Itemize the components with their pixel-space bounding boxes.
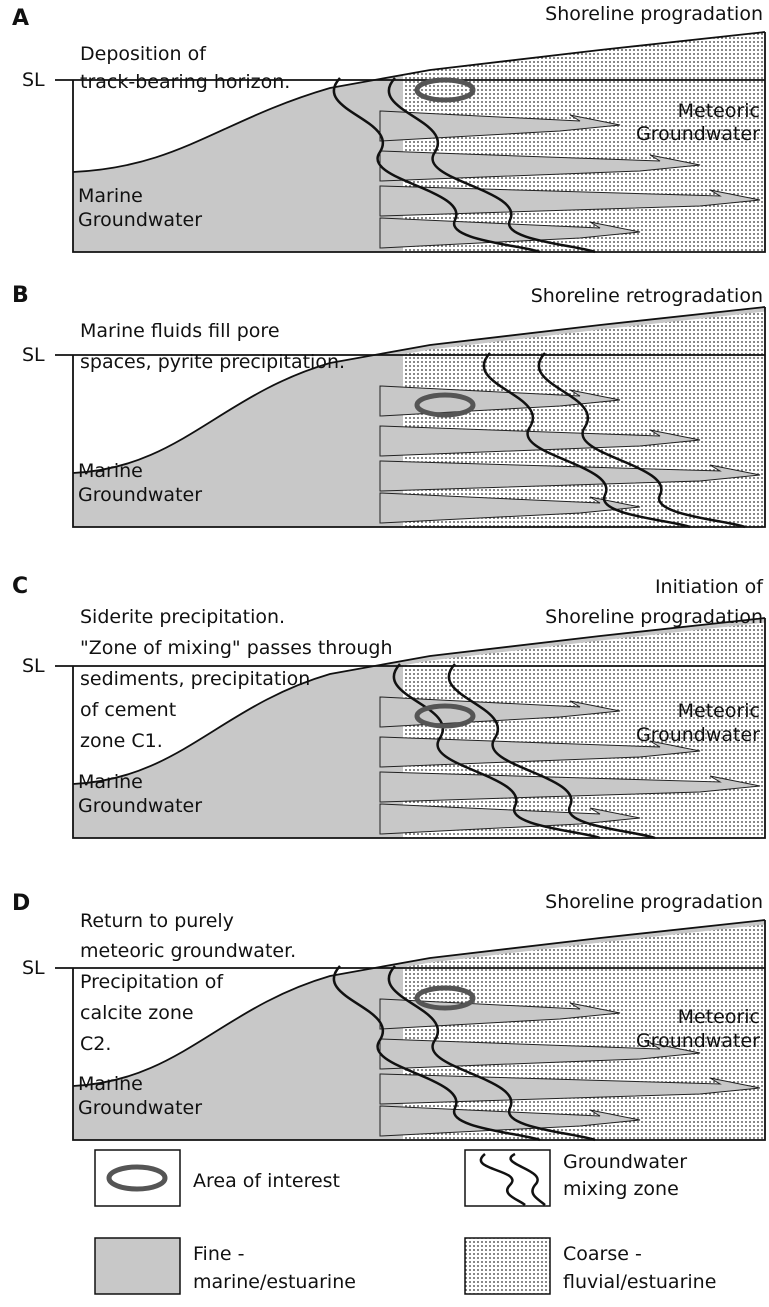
caption: C2. — [80, 1033, 111, 1055]
panel-letter: D — [12, 891, 30, 916]
meteoric-label: Groundwater — [636, 123, 760, 145]
meteoric-label: Meteoric — [678, 100, 760, 122]
panel-title: Shoreline retrogradation — [531, 285, 763, 307]
sea-level-label: SL — [22, 655, 45, 677]
caption: Deposition of — [80, 43, 207, 65]
legend-box — [95, 1238, 180, 1294]
caption: of cement — [80, 699, 176, 721]
caption: Siderite precipitation. — [80, 606, 285, 628]
panel-letter: C — [12, 574, 28, 599]
sea-level-label: SL — [22, 69, 45, 91]
meteoric-label: Meteoric — [678, 1006, 760, 1028]
caption: "Zone of mixing" passes through — [80, 637, 392, 659]
sea-level-label: SL — [22, 344, 45, 366]
caption: track-bearing horizon. — [80, 71, 290, 93]
legend-label: Area of interest — [193, 1170, 340, 1192]
marine-label: Groundwater — [78, 484, 202, 506]
legend-label: Coarse - — [563, 1243, 642, 1265]
marine-label: Marine — [78, 460, 143, 482]
marine-label: Marine — [78, 771, 143, 793]
legend-label: marine/estuarine — [193, 1271, 356, 1293]
marine-label: Groundwater — [78, 1097, 202, 1119]
caption: Precipitation of — [80, 971, 224, 993]
sea-level-label: SL — [22, 957, 45, 979]
panel-title: Initiation of — [655, 576, 764, 598]
meteoric-label: Groundwater — [636, 1030, 760, 1052]
caption: zone C1. — [80, 730, 163, 752]
panel-title: Shoreline progradation — [545, 891, 763, 913]
figure: A SL Shoreline progradation Deposition of tr… — [0, 0, 769, 1307]
caption: Marine fluids fill pore — [80, 320, 280, 342]
legend-label: Groundwater — [563, 1151, 687, 1173]
caption: calcite zone — [80, 1002, 194, 1024]
legend-label: mixing zone — [563, 1178, 679, 1200]
panel-title: Shoreline progradation — [545, 606, 763, 628]
meteoric-label: Groundwater — [636, 724, 760, 746]
caption: spaces, pyrite precipitation. — [80, 351, 345, 373]
marine-label: Marine — [78, 185, 143, 207]
marine-label: Groundwater — [78, 209, 202, 231]
panel-title: Shoreline progradation — [545, 3, 763, 25]
panel-letter: A — [12, 6, 29, 31]
legend-label: Fine - — [193, 1243, 244, 1265]
caption: meteoric groundwater. — [80, 940, 296, 962]
marine-label: Groundwater — [78, 795, 202, 817]
caption: sediments, precipitation — [80, 668, 310, 690]
panel-letter: B — [12, 283, 29, 308]
caption: Return to purely — [80, 910, 234, 932]
meteoric-label: Meteoric — [678, 700, 760, 722]
marine-label: Marine — [78, 1073, 143, 1095]
legend-box — [465, 1238, 550, 1294]
legend-label: fluvial/estuarine — [563, 1271, 716, 1293]
